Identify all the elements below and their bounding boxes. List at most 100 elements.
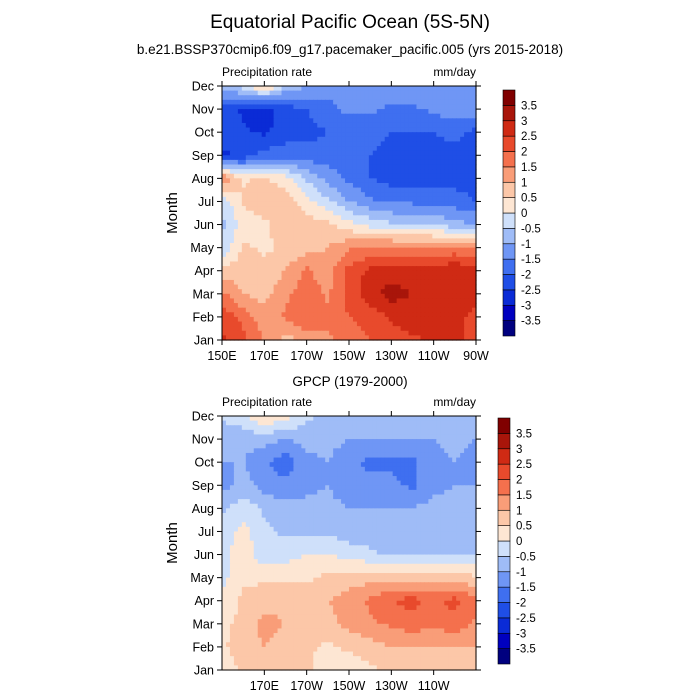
heatmap-cell: [281, 429, 287, 436]
heatmap-cell: [281, 420, 287, 426]
heatmap-cell: [388, 233, 394, 239]
heatmap-cell: [229, 155, 235, 161]
heatmap-cell: [388, 434, 394, 440]
heatmap-cell: [376, 109, 382, 115]
heatmap-cell: [416, 443, 422, 449]
heatmap-cell: [352, 425, 358, 431]
heatmap-cell: [285, 95, 291, 101]
heatmap-cell: [440, 192, 445, 198]
heatmap-cell: [400, 279, 406, 286]
heatmap-cell: [384, 312, 390, 318]
heatmap-cell: [404, 494, 410, 500]
colorbar-label: 1: [521, 177, 527, 189]
heatmap-cell: [289, 136, 295, 143]
heatmap-cell: [289, 335, 295, 341]
heatmap-cell: [257, 503, 263, 509]
heatmap-cell: [225, 132, 231, 138]
heatmap-cell: [245, 512, 251, 519]
heatmap-cell: [313, 494, 318, 500]
heatmap-cell: [241, 284, 247, 290]
heatmap-cell: [309, 312, 314, 318]
heatmap-cell: [285, 229, 291, 235]
heatmap-cell: [325, 127, 330, 133]
heatmap-cell: [325, 279, 330, 286]
heatmap-cell: [472, 429, 477, 436]
heatmap-cell: [360, 136, 366, 143]
heatmap-cell: [329, 233, 334, 239]
heatmap-cell: [225, 270, 231, 276]
heatmap-cell: [293, 196, 299, 203]
heatmap-cell: [289, 480, 295, 486]
heatmap-cell: [293, 210, 299, 216]
heatmap-cell: [337, 307, 342, 313]
heatmap-cell: [396, 155, 402, 161]
heatmap-cell: [241, 499, 247, 505]
heatmap-cell: [349, 201, 354, 207]
heatmap-cell: [436, 480, 441, 486]
heatmap-cell: [460, 457, 465, 463]
heatmap-cell: [436, 326, 441, 332]
heatmap-cell: [440, 457, 445, 463]
heatmap-cell: [305, 321, 310, 327]
heatmap-cell: [388, 326, 394, 332]
heatmap-cell: [265, 270, 271, 276]
heatmap-cell: [229, 169, 235, 175]
heatmap-cell: [396, 275, 402, 281]
heatmap-cell: [229, 489, 235, 496]
heatmap-cell: [277, 489, 283, 496]
heatmap-cell: [400, 132, 406, 138]
heatmap-cell: [364, 330, 370, 336]
heatmap-cell: [225, 293, 231, 300]
heatmap-cell: [464, 321, 469, 327]
heatmap-cell: [253, 476, 259, 482]
heatmap-cell: [448, 321, 453, 327]
heatmap-cell: [368, 452, 374, 459]
heatmap-cell: [356, 476, 362, 482]
heatmap-cell: [412, 238, 418, 244]
heatmap-cell: [237, 321, 243, 327]
heatmap-cell: [345, 256, 350, 263]
heatmap-cell: [345, 215, 350, 221]
heatmap-cell: [408, 113, 414, 119]
heatmap-cell: [245, 178, 251, 184]
heatmap-cell: [341, 420, 346, 426]
heatmap-cell: [380, 494, 386, 500]
heatmap-cell: [388, 425, 394, 431]
heatmap-cell: [241, 462, 247, 468]
heatmap-cell: [309, 173, 314, 179]
heatmap-cell: [313, 150, 318, 156]
heatmap-cell: [424, 279, 429, 286]
heatmap-cell: [456, 452, 461, 459]
heatmap-cell: [253, 243, 259, 249]
heatmap-cell: [408, 443, 414, 449]
heatmap-cell: [229, 289, 235, 295]
heatmap-cell: [440, 330, 445, 336]
heatmap-cell: [408, 289, 414, 295]
heatmap-cell: [356, 512, 362, 519]
heatmap-cell: [428, 261, 433, 267]
heatmap-cell: [325, 476, 330, 482]
heatmap-cell: [420, 425, 426, 431]
heatmap-cell: [408, 192, 414, 198]
heatmap-cell: [257, 243, 263, 249]
heatmap-cell: [416, 109, 422, 115]
heatmap-cell: [237, 192, 243, 198]
heatmap-cell: [380, 443, 386, 449]
heatmap-cell: [225, 215, 231, 221]
heatmap-cell: [245, 303, 251, 309]
heatmap-cell: [448, 182, 453, 189]
heatmap-cell: [400, 95, 406, 101]
heatmap-cell: [368, 330, 374, 336]
heatmap-cell: [241, 275, 247, 281]
heatmap-cell: [245, 113, 251, 119]
heatmap-cell: [345, 293, 350, 300]
heatmap-cell: [241, 201, 247, 207]
heatmap-cell: [468, 210, 473, 216]
heatmap-cell: [241, 326, 247, 332]
heatmap-cell: [424, 206, 429, 212]
heatmap-cell: [233, 86, 239, 92]
heatmap-cell: [460, 429, 465, 436]
heatmap-cell: [301, 289, 306, 295]
heatmap-cell: [436, 238, 441, 244]
heatmap-cell: [245, 489, 251, 496]
